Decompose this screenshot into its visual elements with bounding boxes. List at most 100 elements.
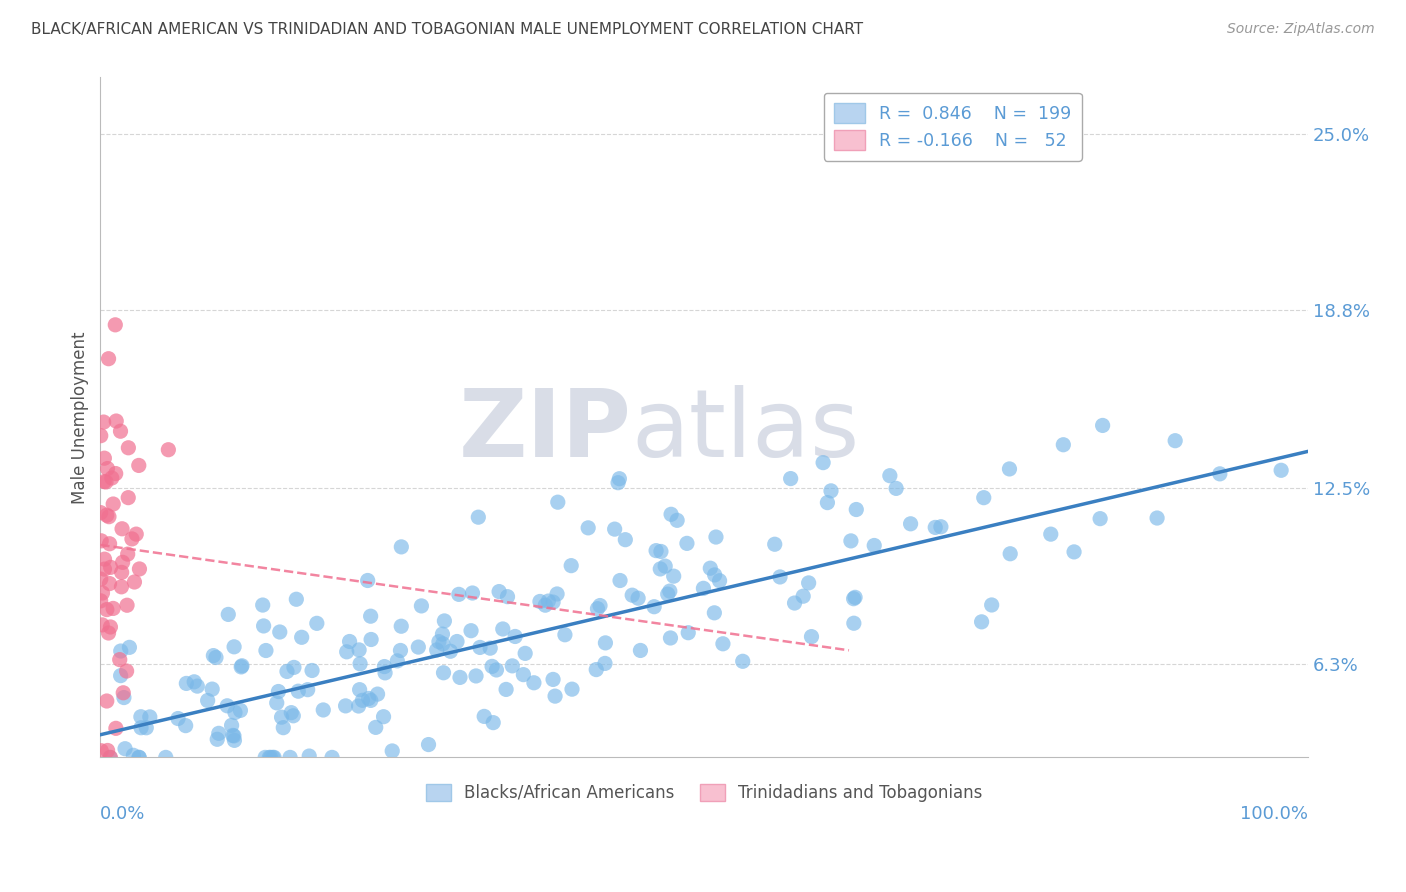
Point [100,560,122,574]
Point [544,689,567,703]
Point [104,467,127,481]
Point [515,646,537,660]
Point [101,601,124,615]
Point [128,750,150,764]
Point [224,640,246,654]
Point [418,738,440,752]
Point [104,722,127,736]
Point [183,674,205,689]
Point [769,570,792,584]
Point [197,693,219,707]
Point [1164,434,1187,448]
Point [357,574,380,588]
Point [662,569,685,583]
Point [711,637,734,651]
Point [93,475,115,489]
Point [595,636,617,650]
Point [408,640,430,654]
Point [94,475,117,489]
Point [98,750,121,764]
Point [467,510,489,524]
Point [560,558,582,573]
Text: 0.0%: 0.0% [100,805,146,823]
Point [389,619,412,633]
Point [103,497,125,511]
Point [93,562,115,576]
Point [252,619,274,633]
Point [609,472,631,486]
Point [110,668,132,682]
Point [267,684,290,698]
Point [269,625,291,640]
Point [111,522,134,536]
Point [537,594,560,608]
Point [347,643,370,657]
Point [224,733,246,747]
Point [709,574,731,588]
Point [111,566,134,580]
Text: atlas: atlas [631,385,860,477]
Point [101,471,124,485]
Point [90,428,112,442]
Point [1052,438,1074,452]
Point [205,650,228,665]
Point [357,691,380,706]
Point [128,458,150,473]
Y-axis label: Male Unemployment: Male Unemployment [72,331,89,504]
Point [155,750,177,764]
Point [186,679,208,693]
Point [97,626,120,640]
Point [90,572,112,586]
Point [1209,467,1232,481]
Point [291,630,314,644]
Point [614,533,637,547]
Point [90,533,112,548]
Point [630,643,652,657]
Point [389,540,412,554]
Point [271,721,294,735]
Point [157,442,180,457]
Point [110,424,132,438]
Point [339,634,361,648]
Point [111,555,134,569]
Point [93,415,115,429]
Point [561,682,583,697]
Point [446,634,468,648]
Point [547,495,569,509]
Point [593,657,616,671]
Point [541,673,564,687]
Point [283,708,305,723]
Point [167,712,190,726]
Point [278,750,301,764]
Point [432,637,454,651]
Point [252,598,274,612]
Point [980,598,1002,612]
Point [797,575,820,590]
Point [96,461,118,475]
Point [481,659,503,673]
Point [352,693,374,707]
Point [472,709,495,723]
Point [659,631,682,645]
Point [98,576,121,591]
Point [488,584,510,599]
Point [90,506,112,520]
Point [884,482,907,496]
Point [461,586,484,600]
Point [93,552,115,566]
Point [96,694,118,708]
Point [117,491,139,505]
Point [335,698,357,713]
Point [90,594,112,608]
Point [845,502,868,516]
Point [98,537,121,551]
Point [503,630,526,644]
Point [259,750,281,764]
Point [135,721,157,735]
Point [924,520,946,534]
Point [100,750,122,764]
Text: BLACK/AFRICAN AMERICAN VS TRINIDADIAN AND TOBAGONIAN MALE UNEMPLOYMENT CORRELATI: BLACK/AFRICAN AMERICAN VS TRINIDADIAN AN… [31,22,863,37]
Point [263,750,285,764]
Point [360,693,382,707]
Point [449,670,471,684]
